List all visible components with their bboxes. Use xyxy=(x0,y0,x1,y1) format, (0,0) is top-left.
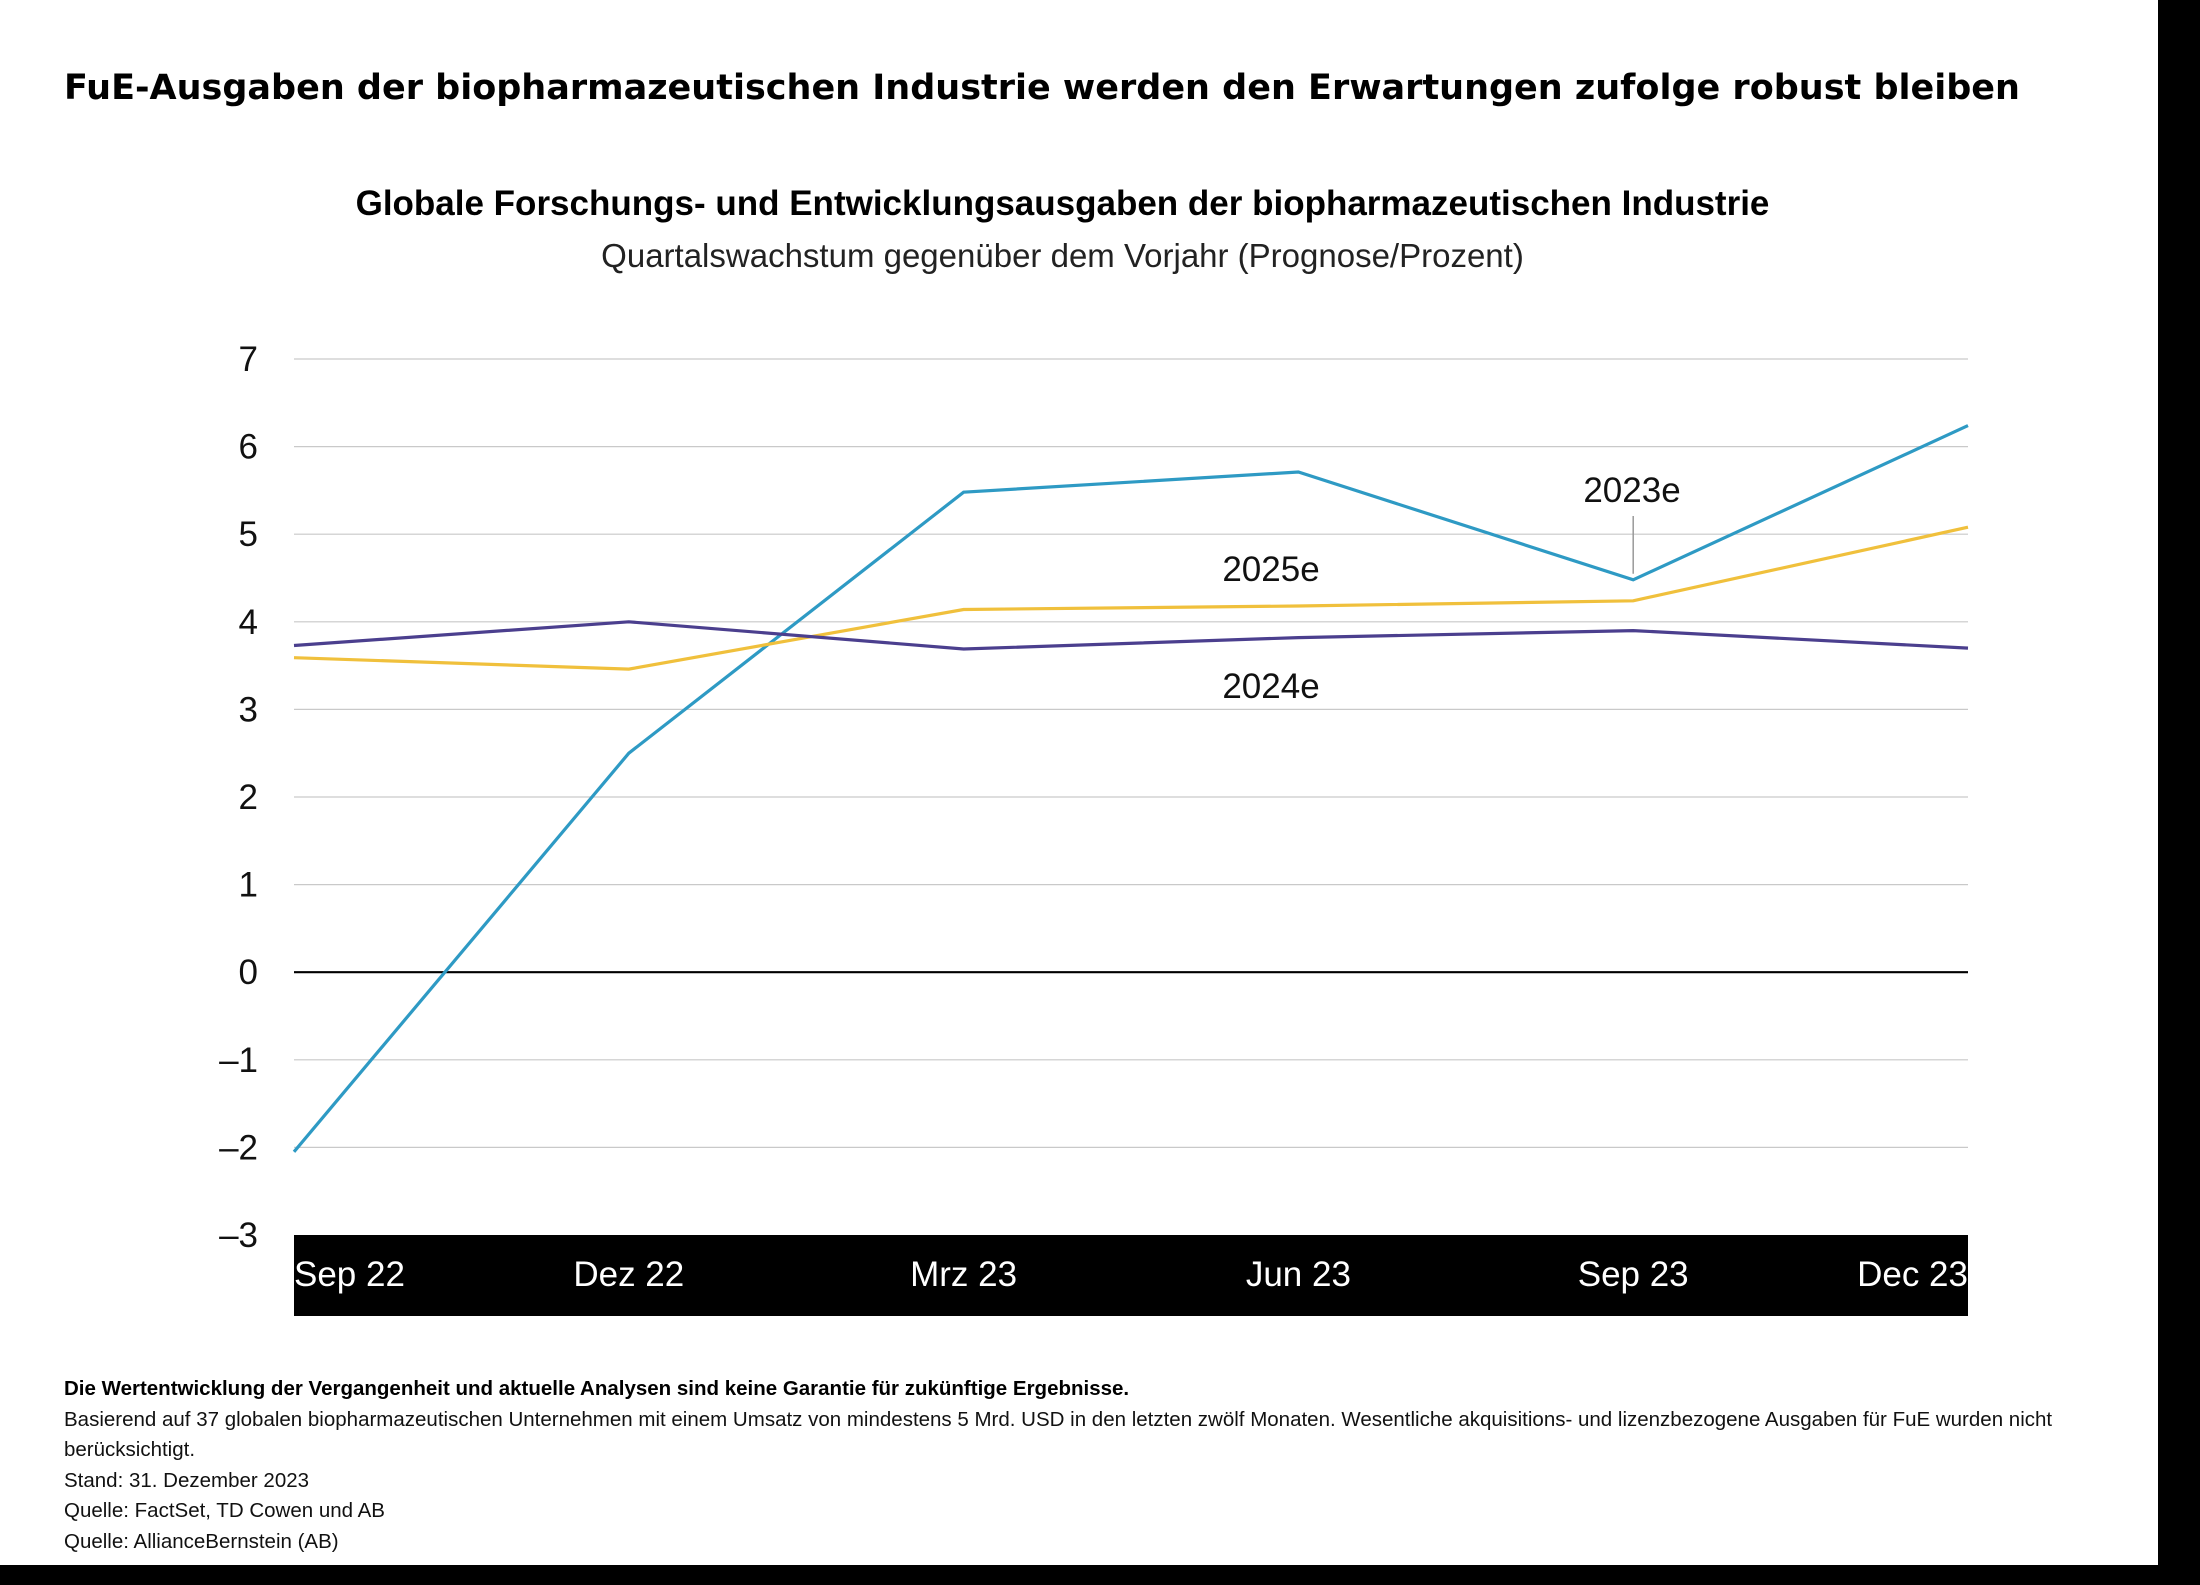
y-tick-label: 7 xyxy=(239,340,258,379)
series-line-2023e xyxy=(292,424,1969,1153)
headline: FuE-Ausgaben der biopharmazeutischen Ind… xyxy=(64,68,2020,108)
x-tick-label: Dec 23 xyxy=(1857,1255,1968,1294)
grid-lines xyxy=(294,358,1968,1149)
y-tick-label: 6 xyxy=(239,428,258,467)
footnote-basis: Basierend auf 37 globalen biopharmazeuti… xyxy=(64,1407,2053,1462)
y-tick-label: 2 xyxy=(239,778,258,817)
footnote-source-ab: Quelle: AllianceBernstein (AB) xyxy=(64,1529,339,1553)
footnote-source: Quelle: FactSet, TD Cowen und AB xyxy=(64,1499,385,1522)
series-label-2024e: 2024e xyxy=(1222,667,1319,706)
series-line-2025e xyxy=(293,525,1969,671)
series-labels: 2023e 2025e 2024e xyxy=(1222,471,1680,706)
x-axis-band xyxy=(294,1235,1968,1316)
x-tick-label: Mrz 23 xyxy=(910,1255,1017,1294)
chart-subtitle: Quartalswachstum gegenüber dem Vorjahr (… xyxy=(601,237,1524,274)
chart-card: FuE-Ausgaben der biopharmazeutischen Ind… xyxy=(0,0,2158,1565)
y-tick-label: 1 xyxy=(239,866,258,905)
y-tick-label: 0 xyxy=(239,953,258,992)
x-axis: Sep 22 Dez 22 Mrz 23 Jun 23 Sep 23 Dec 23 xyxy=(294,1235,1968,1316)
x-tick-label: Jun 23 xyxy=(1246,1255,1351,1294)
x-tick-label: Sep 23 xyxy=(1578,1255,1689,1294)
chart-title: Globale Forschungs- und Entwicklungsausg… xyxy=(355,184,1770,223)
y-tick-label: 5 xyxy=(239,515,258,554)
y-tick-label: –2 xyxy=(219,1128,258,1167)
series-lines xyxy=(292,424,1969,1153)
series-line-2024e xyxy=(293,620,1969,651)
footnotes: Die Wertentwicklung der Vergangenheit un… xyxy=(64,1374,2124,1557)
footnote-date: Stand: 31. Dezember 2023 xyxy=(64,1468,310,1492)
y-tick-label: 3 xyxy=(239,690,258,729)
y-axis: 7 6 5 4 3 2 1 0 –1 –2 –3 xyxy=(219,340,258,1255)
y-tick-label: –1 xyxy=(219,1041,258,1080)
series-label-2025e: 2025e xyxy=(1222,550,1319,589)
y-tick-label: –3 xyxy=(219,1216,258,1255)
footnote-disclaimer: Die Wertentwicklung der Vergangenheit un… xyxy=(64,1377,1130,1400)
x-tick-label: Sep 22 xyxy=(294,1255,405,1294)
y-tick-label: 4 xyxy=(239,603,258,642)
x-tick-label: Dez 22 xyxy=(573,1255,684,1294)
series-label-2023e: 2023e xyxy=(1583,471,1680,510)
